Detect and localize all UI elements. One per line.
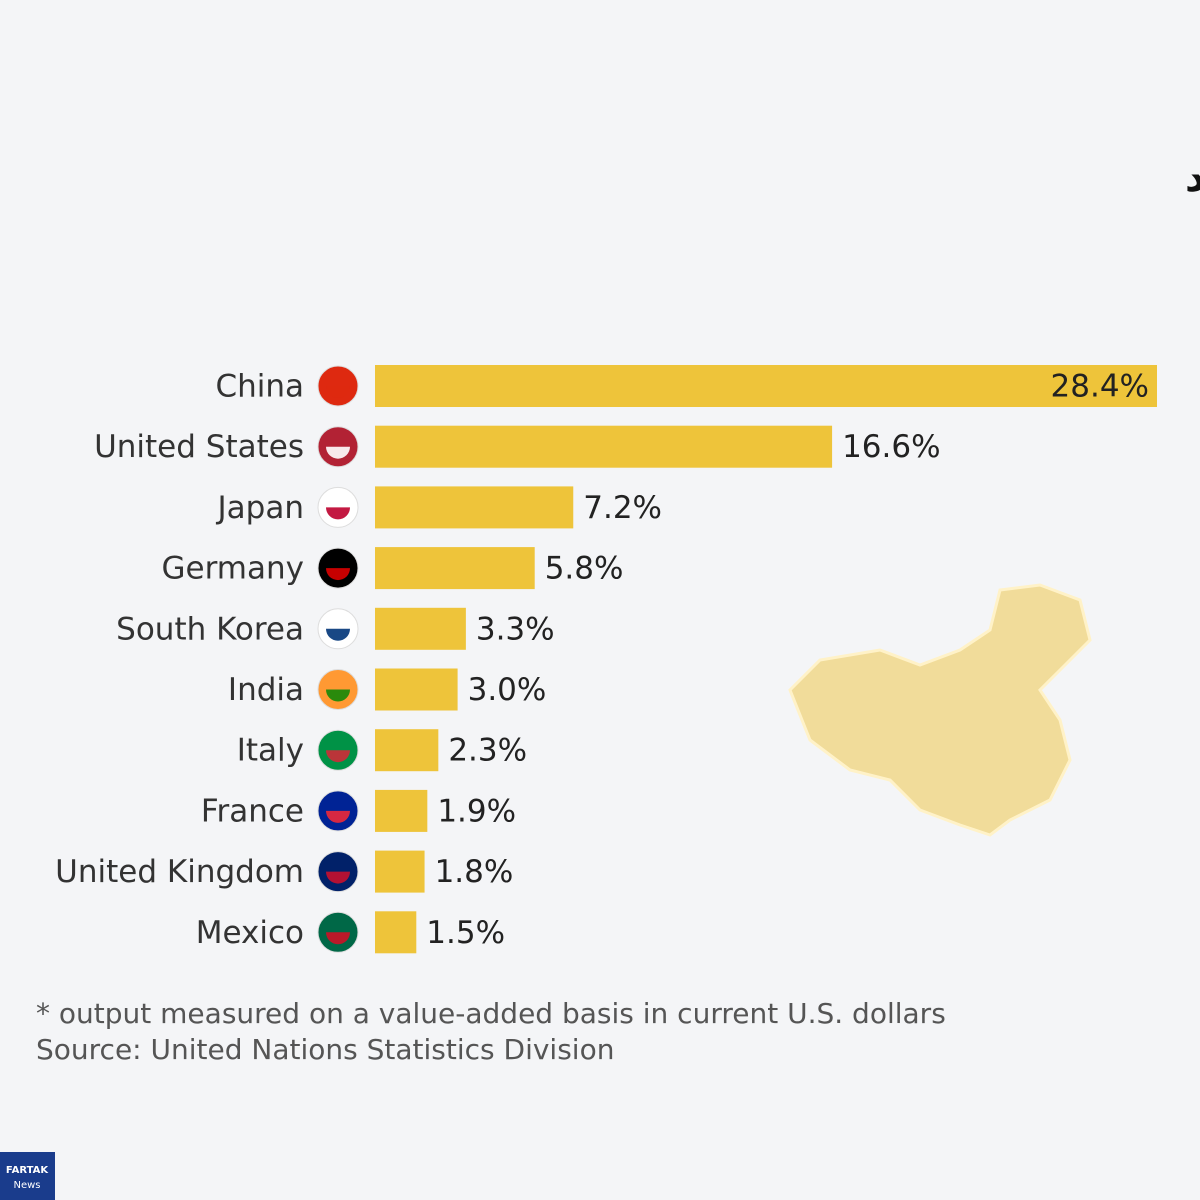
flag-detail [326, 507, 350, 520]
bar [375, 789, 428, 832]
chart-title: کشورهایی که بیشترین سهم را در تولیدات جه… [1185, 155, 1200, 201]
category-label: Germany [162, 551, 304, 587]
bar [375, 850, 425, 893]
value-label: 3.0% [468, 672, 547, 708]
bar [375, 365, 1157, 407]
flag-detail [326, 871, 350, 884]
value-label: 1.8% [435, 854, 514, 890]
china-map [788, 583, 1092, 837]
bar [375, 911, 417, 954]
category-label: China [215, 369, 304, 405]
value-label: 5.8% [545, 551, 624, 587]
value-label: 16.6% [842, 429, 940, 465]
value-label: 1.5% [426, 915, 505, 951]
value-label: 1.9% [437, 793, 516, 829]
category-label: United States [94, 429, 304, 465]
category-label: India [228, 672, 304, 708]
logo-text: FARTAK [6, 1165, 49, 1176]
bar [375, 729, 439, 772]
flag-detail [326, 810, 350, 823]
value-label: 7.2% [583, 490, 662, 526]
flag-detail [326, 750, 350, 763]
bar [375, 607, 466, 650]
bar [375, 668, 458, 711]
value-label: 28.4% [1051, 369, 1149, 405]
flag-detail [326, 932, 350, 945]
logo-box [0, 1152, 55, 1200]
bar [375, 425, 833, 468]
flag-detail [326, 568, 350, 581]
bar [375, 547, 535, 590]
flag-detail [326, 386, 350, 398]
flag-detail [326, 689, 350, 702]
flag-detail [326, 446, 350, 459]
flag-detail [326, 628, 350, 641]
bar [375, 486, 574, 529]
category-label: United Kingdom [55, 854, 304, 890]
category-label: Italy [237, 733, 304, 769]
category-label: France [201, 793, 304, 829]
footnote: * output measured on a value-added basis… [36, 997, 946, 1030]
category-label: South Korea [116, 611, 304, 647]
source: Source: United Nations Statistics Divisi… [36, 1033, 614, 1066]
category-label: Mexico [196, 915, 304, 951]
value-label: 2.3% [448, 733, 527, 769]
value-label: 3.3% [476, 611, 555, 647]
category-label: Japan [216, 490, 304, 526]
logo-text: News [13, 1180, 40, 1191]
